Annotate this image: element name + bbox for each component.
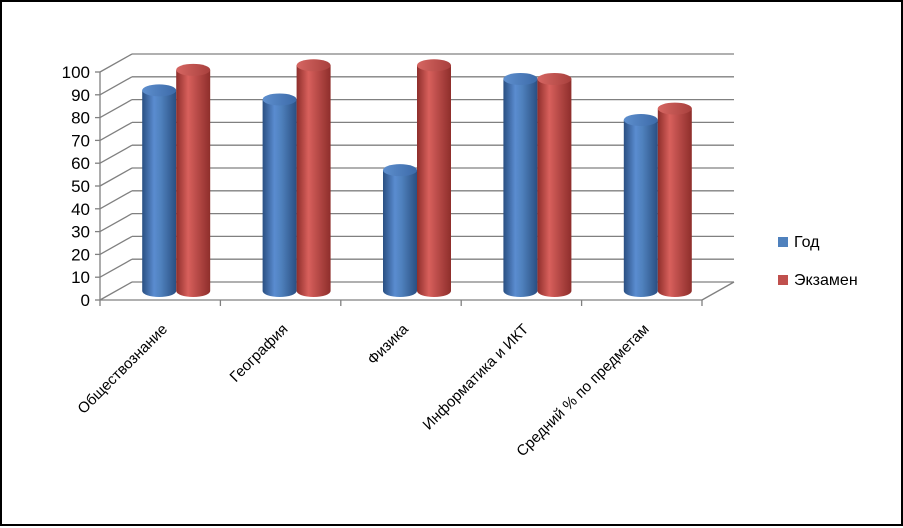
bar-god: [503, 72, 538, 298]
bar-god: [142, 84, 177, 297]
y-tick-label: 80: [71, 109, 90, 128]
y-tick-label: 70: [71, 131, 90, 150]
bar-body: [657, 108, 692, 297]
gridline-diag: [99, 258, 133, 278]
x-category-label: Средний % по предметам: [513, 321, 652, 460]
y-tick-label: 0: [81, 291, 90, 310]
axes: [99, 72, 735, 306]
bar-top: [537, 72, 572, 85]
bar-ekzamen: [537, 72, 572, 297]
bar-body: [417, 65, 451, 297]
bar-body: [176, 69, 211, 297]
gridline-diag: [99, 99, 133, 119]
legend: Год Экзамен: [778, 234, 858, 289]
gridline-diag: [99, 281, 133, 301]
bar-body: [262, 99, 297, 297]
x-category-label: География: [227, 321, 292, 386]
x-category-labels: Обществознание География Физика Информатика…: [74, 320, 652, 460]
bar-ekzamen: [176, 63, 211, 297]
gridline-diag: [99, 53, 133, 73]
bar-god: [262, 93, 297, 297]
bar-top: [623, 114, 658, 126]
gridline-diag: [99, 76, 133, 96]
bar-top: [262, 93, 297, 106]
bars: [142, 59, 692, 298]
bar-body: [537, 78, 572, 297]
bar-top: [657, 102, 692, 115]
legend-swatch: [778, 275, 788, 285]
bar-body: [383, 170, 417, 297]
y-tick-label: 90: [71, 86, 90, 105]
bar-top: [383, 164, 417, 177]
bar-body: [296, 65, 331, 297]
bar-top: [142, 84, 177, 97]
y-tick-label: 30: [71, 223, 90, 242]
gridline-diag: [99, 190, 133, 210]
y-tick-label: 60: [71, 154, 90, 173]
gridline-diag: [99, 121, 133, 141]
y-tick-label: 100: [62, 63, 90, 82]
legend-swatch: [778, 237, 788, 247]
gridline-diag: [99, 235, 133, 255]
bar-top: [503, 72, 538, 85]
x-category-label: Физика: [364, 320, 412, 368]
bar-god: [623, 114, 658, 297]
gridline-diag: [99, 213, 133, 233]
bar-top: [417, 59, 451, 72]
x-category-label: Информатика и ИКТ: [420, 321, 533, 434]
y-tick-label: 50: [71, 177, 90, 196]
bar-god: [383, 164, 417, 297]
bar-top: [296, 59, 331, 72]
legend-item-label: Экзамен: [794, 272, 858, 289]
x-axis-depth: [701, 281, 735, 301]
x-category-label: Обществознание: [74, 321, 171, 418]
bar-body: [142, 90, 177, 297]
bar-top: [176, 63, 211, 76]
bar-ekzamen: [657, 102, 692, 297]
y-tick-label: 10: [71, 268, 90, 287]
gridline-diag: [99, 167, 133, 187]
bar-body: [503, 78, 538, 298]
gridline-diag: [99, 144, 133, 164]
legend-item-label: Год: [794, 234, 820, 251]
y-tick-label: 40: [71, 200, 90, 219]
y-tick-label: 20: [71, 245, 90, 264]
bar-ekzamen: [417, 59, 451, 297]
y-tick-labels: 0 10 20 30 40 50 60 70 80 90 100: [62, 63, 90, 310]
bar-body: [623, 120, 658, 297]
bar-ekzamen: [296, 59, 331, 297]
